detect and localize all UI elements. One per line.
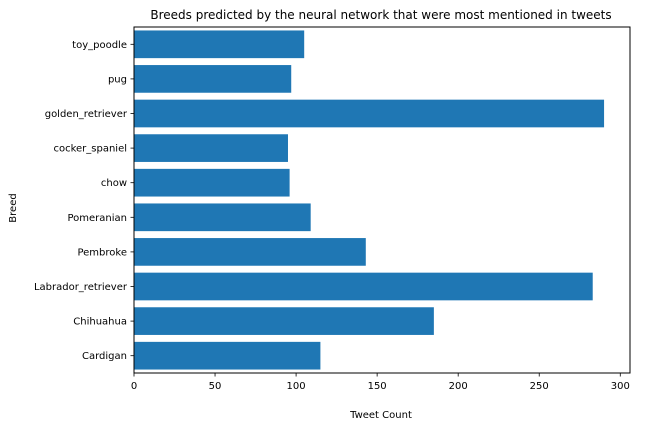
x-tick-label: 0 xyxy=(131,381,137,392)
y-tick-label: chow xyxy=(101,178,127,189)
bar-pomeranian xyxy=(134,203,311,232)
plot-frame xyxy=(133,26,631,374)
y-tick-label: toy_poodle xyxy=(72,40,127,51)
bar-pembroke xyxy=(134,238,366,266)
y-tick-label: Labrador_retriever xyxy=(34,282,128,293)
bar-toy-poodle xyxy=(134,30,305,59)
x-tick-label: 150 xyxy=(368,381,387,392)
y-tick-label: pug xyxy=(108,74,127,85)
x-tick-label: 300 xyxy=(611,381,630,392)
bar-cocker-spaniel xyxy=(134,134,288,162)
bar-cardigan xyxy=(134,341,321,370)
y-axis-label: Breed xyxy=(8,193,19,222)
bar-pug xyxy=(134,65,292,93)
chart-title: Breeds predicted by the neural network t… xyxy=(150,8,611,22)
x-axis-label: Tweet Count xyxy=(349,410,412,421)
bar-chow xyxy=(134,168,290,197)
bars-group xyxy=(134,30,605,370)
x-tick-label: 200 xyxy=(449,381,468,392)
y-tick-label: Pembroke xyxy=(77,247,127,258)
y-tick-label: Cardigan xyxy=(82,351,127,362)
y-tick-label: golden_retriever xyxy=(45,109,128,120)
bar-golden-retriever xyxy=(134,99,605,128)
y-tick-label: cocker_spaniel xyxy=(53,144,127,155)
x-tick-label: 100 xyxy=(287,381,306,392)
x-tick-label: 50 xyxy=(209,381,222,392)
bar-labrador-retriever xyxy=(134,272,593,301)
bar-chihuahua xyxy=(134,307,434,335)
x-tick-label: 250 xyxy=(530,381,549,392)
y-tick-label: Pomeranian xyxy=(67,213,127,224)
x-axis: 0 50 100 150 200 250 300 xyxy=(131,373,630,392)
y-axis: Cardigan Chihuahua Labrador_retriever Pembr… xyxy=(34,40,134,362)
y-tick-label: Chihuahua xyxy=(73,317,127,328)
